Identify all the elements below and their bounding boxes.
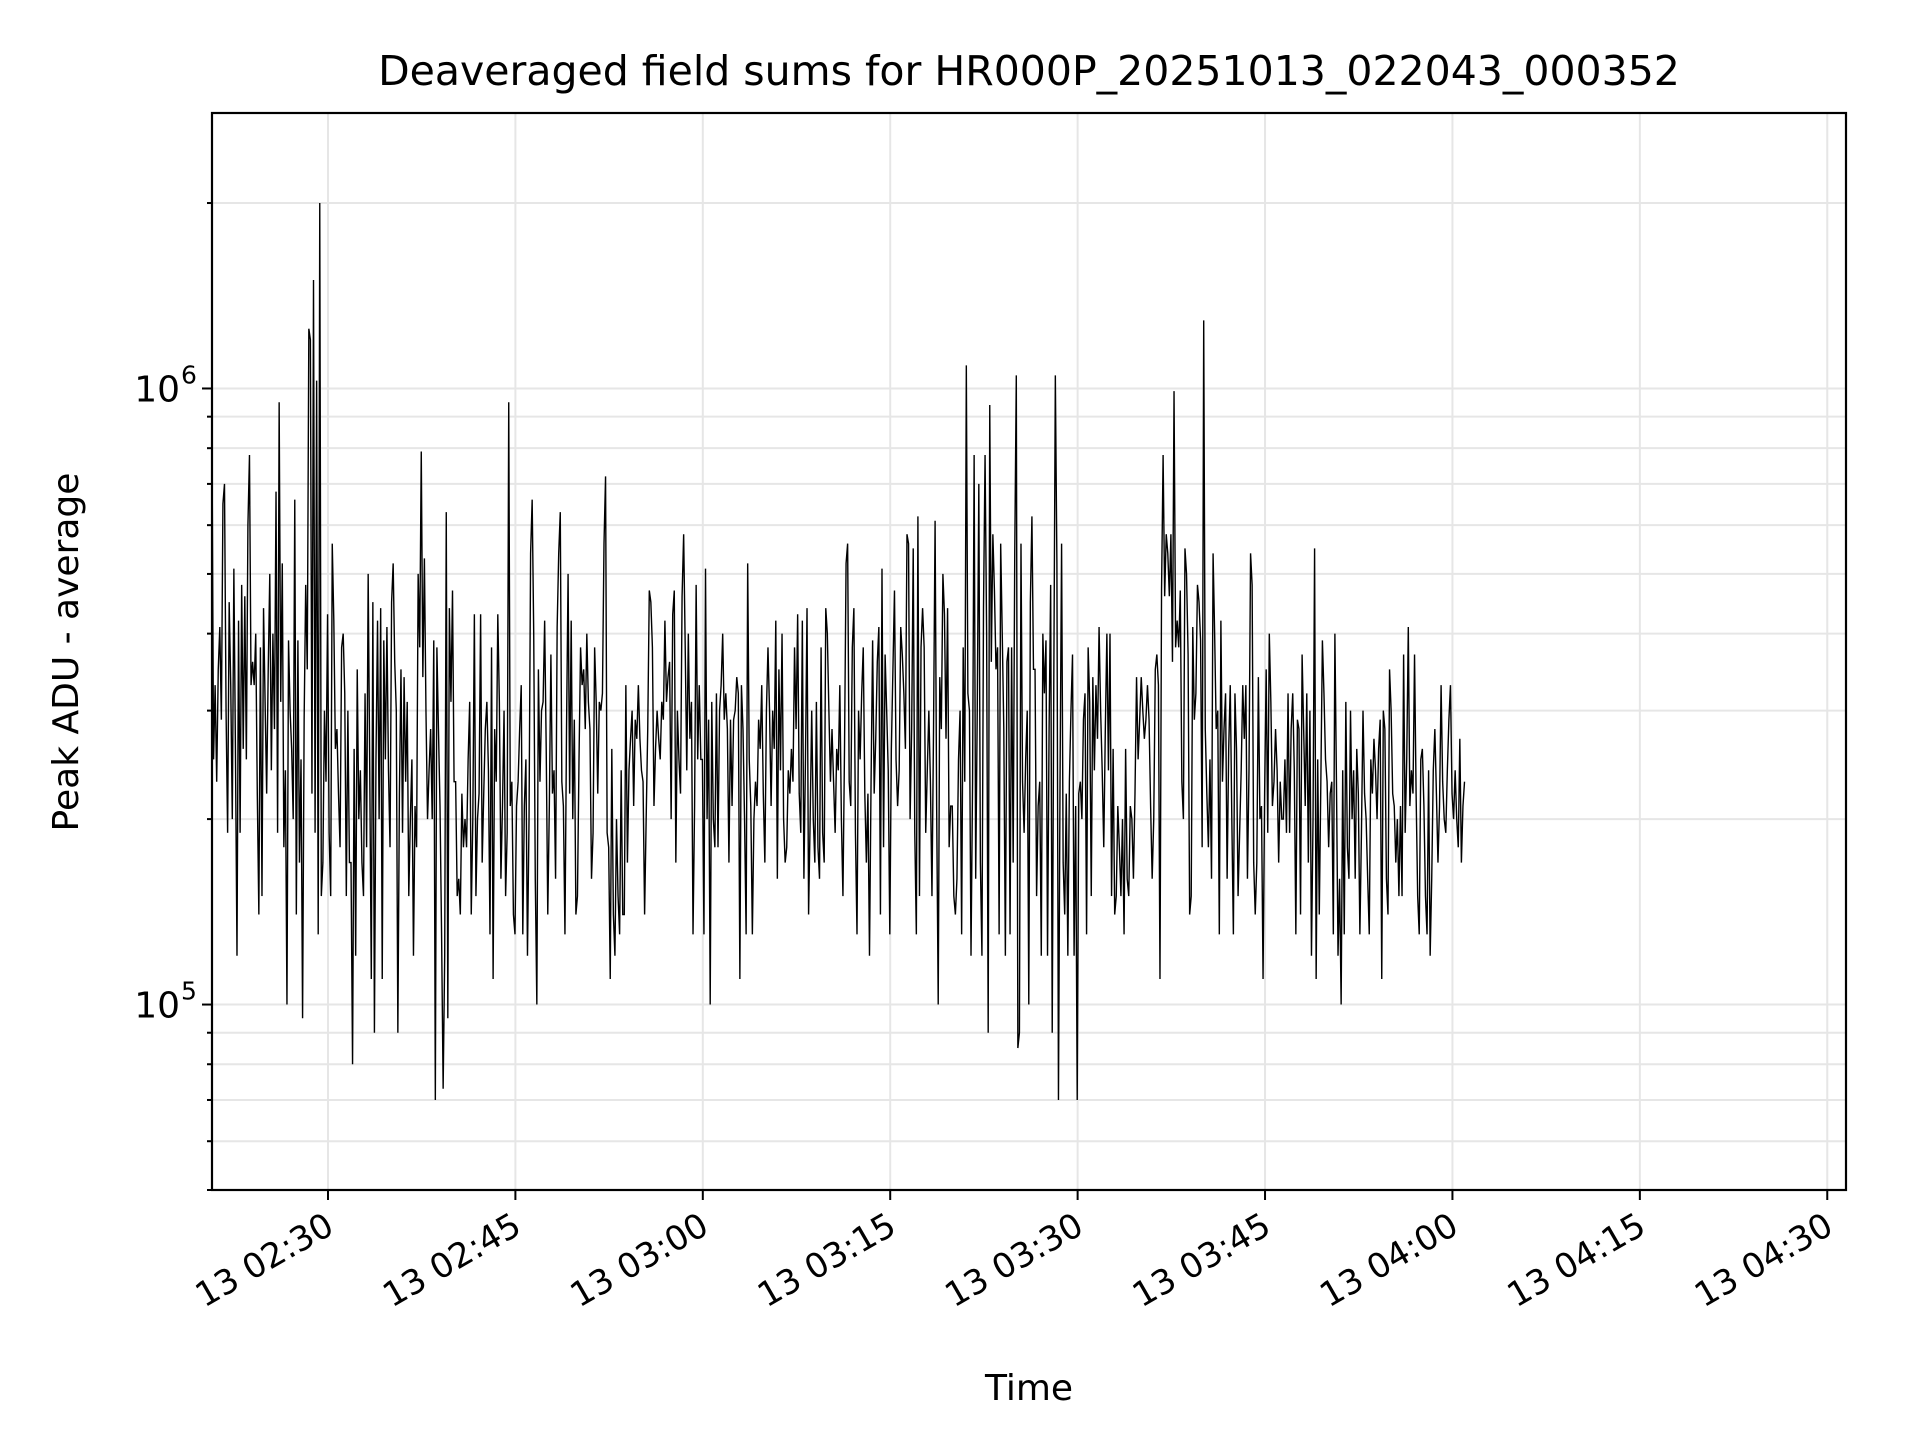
plot-frame (210, 111, 1848, 1192)
x-axis-label: Time (984, 1368, 1073, 1409)
y-axis-label: Peak ADU - average (46, 473, 87, 832)
series-line (212, 203, 1466, 1100)
y-tick-exponent: 5 (181, 977, 197, 1006)
chart-title: Deaveraged field sums for HR000P_2025101… (378, 47, 1680, 95)
y-tick-label: 10 (134, 986, 180, 1027)
plot-area (212, 203, 1466, 1100)
y-tick-exponent: 6 (181, 360, 197, 389)
y-tick-label: 10 (134, 369, 180, 410)
